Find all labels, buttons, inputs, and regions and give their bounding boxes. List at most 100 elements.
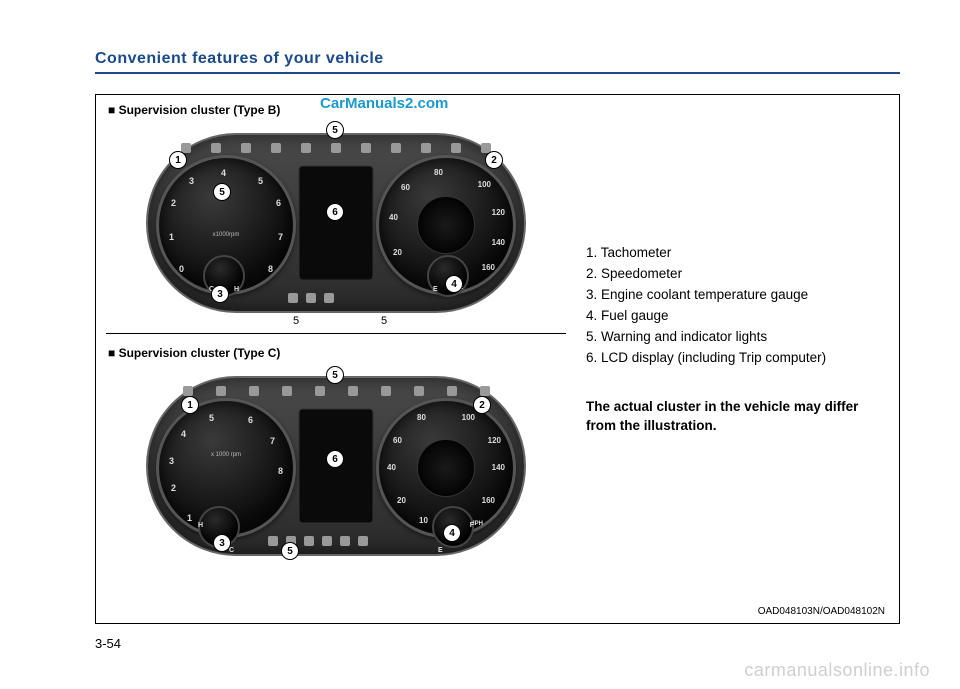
warning-icon [421, 143, 431, 153]
rpm-mark: 8 [268, 264, 273, 274]
warning-icon [480, 386, 490, 396]
speed-mark: 20 [393, 248, 402, 257]
legend-item-6: 6. LCD display (including Trip computer) [586, 348, 889, 369]
speed-mark: 140 [492, 463, 505, 472]
rpm-mark: 8 [278, 466, 283, 476]
callout-5: 5 [326, 366, 344, 384]
callout-1: 1 [169, 151, 187, 169]
ext-5-left: 5 [293, 315, 299, 327]
callout-2: 2 [473, 396, 491, 414]
rpm-mark: 1 [169, 232, 174, 242]
callout-4: 4 [445, 275, 463, 293]
lcd-display [299, 166, 374, 281]
legend-item-3: 3. Engine coolant temperature gauge [586, 285, 889, 306]
rpm-mark: 2 [171, 198, 176, 208]
legend-list: 1. Tachometer 2. Speedometer 3. Engine c… [586, 243, 889, 369]
divider [106, 333, 566, 334]
content-frame: ■ Supervision cluster (Type B) [95, 94, 900, 624]
warning-icon [358, 536, 368, 546]
rpm-mark: 4 [221, 168, 226, 178]
callout-3: 3 [213, 534, 231, 552]
cluster-b-label: ■ Supervision cluster (Type B) [108, 103, 566, 117]
legend-column: 1. Tachometer 2. Speedometer 3. Engine c… [566, 103, 889, 617]
warning-icon [306, 293, 316, 303]
fuel-high: F [470, 522, 474, 529]
speed-mark: 80 [434, 168, 443, 177]
warning-icon [249, 386, 259, 396]
legend-item-1: 1. Tachometer [586, 243, 889, 264]
warning-icon [451, 143, 461, 153]
callout-4: 4 [443, 524, 461, 542]
warning-icon [211, 143, 221, 153]
rpm-mark: 0 [179, 264, 184, 274]
fuel-low: E [433, 286, 438, 293]
rpm-mark: 7 [278, 232, 283, 242]
rpm-mark: 4 [181, 429, 186, 439]
warning-icon [331, 143, 341, 153]
warning-icon [315, 386, 325, 396]
speed-mark: 100 [478, 180, 491, 189]
rpm-mark: 1 [187, 513, 192, 523]
cluster-b-figure: 0 1 2 3 4 5 6 7 8 x1000rpm [121, 123, 551, 323]
callout-3: 3 [211, 285, 229, 303]
callout-6: 6 [326, 203, 344, 221]
callout-1: 1 [181, 396, 199, 414]
speed-mark: 120 [492, 208, 505, 217]
warning-icon [391, 143, 401, 153]
speed-mark: 10 [419, 516, 428, 525]
rpm-mark: 3 [169, 456, 174, 466]
warning-icon [361, 143, 371, 153]
warning-icon [304, 536, 314, 546]
callout-5b: 5 [281, 542, 299, 560]
warning-icon [288, 293, 298, 303]
warning-icon [348, 386, 358, 396]
rpm-mark: 3 [189, 176, 194, 186]
illustration-column: ■ Supervision cluster (Type B) [106, 103, 566, 617]
watermark-bottom: carmanualsonline.info [744, 660, 930, 681]
legend-item-4: 4. Fuel gauge [586, 306, 889, 327]
speed-mark: 140 [492, 238, 505, 247]
warning-icon [324, 293, 334, 303]
rpm-mark: 5 [209, 413, 214, 423]
speed-mark: 60 [393, 436, 402, 445]
cluster-note: The actual cluster in the vehicle may di… [586, 397, 889, 436]
speed-mark: 40 [389, 213, 398, 222]
temp-low: C [229, 547, 234, 554]
ext-5-right: 5 [381, 315, 387, 327]
page-number: 3-54 [95, 636, 900, 651]
warning-icon [268, 536, 278, 546]
image-code: OAD048103N/OAD048102N [758, 606, 885, 617]
warning-lights-row [171, 384, 501, 398]
rpm-mark: 7 [270, 436, 275, 446]
manual-page: Convenient features of your vehicle CarM… [0, 0, 960, 689]
warning-icon [447, 386, 457, 396]
speed-mark: 160 [482, 263, 495, 272]
warning-icon [414, 386, 424, 396]
rpm-unit-label: x1000rpm [213, 232, 240, 238]
rpm-mark: 5 [258, 176, 263, 186]
warning-icon [183, 386, 193, 396]
warning-lights-row [171, 141, 501, 155]
speed-mark: 20 [397, 496, 406, 505]
speed-mark: 40 [387, 463, 396, 472]
warning-icon [301, 143, 311, 153]
temp-high: H [234, 286, 239, 293]
warning-icon [216, 386, 226, 396]
warning-icon [282, 386, 292, 396]
speed-mark: 100 [462, 413, 475, 422]
warning-icon [381, 386, 391, 396]
speed-mark: 120 [488, 436, 501, 445]
speed-mark: 160 [482, 496, 495, 505]
warning-icon [271, 143, 281, 153]
callout-6: 6 [326, 450, 344, 468]
rpm-mark: 2 [171, 483, 176, 493]
callout-5: 5 [326, 121, 344, 139]
speed-mark: 80 [417, 413, 426, 422]
callout-2: 2 [485, 151, 503, 169]
rpm-mark: 6 [248, 415, 253, 425]
legend-item-2: 2. Speedometer [586, 264, 889, 285]
fuel-low: E [438, 547, 443, 554]
cluster-c-label: ■ Supervision cluster (Type C) [108, 346, 566, 360]
legend-item-5: 5. Warning and indicator lights [586, 327, 889, 348]
temp-high: H [198, 522, 203, 529]
